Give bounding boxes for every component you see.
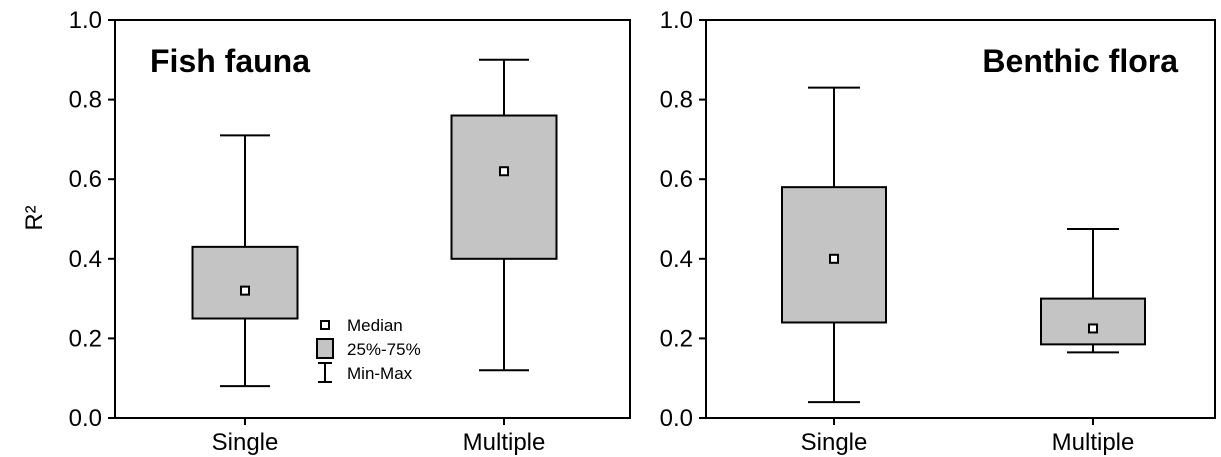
chart-panel-1: 0.0 0.2 0.4 0.6 0.8 1.0 Single Multiple Fish fau… <box>21 7 631 456</box>
y-tick-label: 0.0 <box>69 405 102 432</box>
box-multiple <box>1040 227 1146 354</box>
legend: Median 25%-75% Min-Max <box>316 316 421 383</box>
y-tick-label: 1.0 <box>660 7 693 34</box>
median-marker <box>829 253 839 264</box>
legend-median-symbol <box>320 320 330 330</box>
x-tick-label: Multiple <box>1052 429 1135 456</box>
y-tick-label: 0.4 <box>660 246 693 273</box>
plot-frame <box>114 19 631 419</box>
y-tick-label: 0.2 <box>660 325 693 352</box>
iqr-box <box>1040 297 1146 346</box>
x-tick-label: Single <box>801 429 868 456</box>
plot-frame <box>705 19 1216 419</box>
y-tick-label: 0.8 <box>660 87 693 114</box>
box-multiple <box>450 58 558 372</box>
legend-label: 25%-75% <box>347 340 421 359</box>
y-tick-label: 0.8 <box>69 87 102 114</box>
legend-box-symbol <box>316 338 334 359</box>
box-single <box>781 86 887 404</box>
y-tick-label: 1.0 <box>69 7 102 34</box>
legend-label: Min-Max <box>347 364 413 383</box>
y-axis-label: R² <box>21 205 48 230</box>
y-tick-label: 0.0 <box>660 405 693 432</box>
box-single <box>191 134 299 388</box>
y-tick-label: 0.6 <box>660 166 693 193</box>
panel-title: Fish fauna <box>150 43 310 79</box>
median-marker <box>1088 323 1098 334</box>
y-tick-label: 0.4 <box>69 246 102 273</box>
chart-panel-2: 0.0 0.2 0.4 0.6 0.8 1.0 Single Multiple Benthic … <box>660 7 1216 456</box>
median-marker <box>240 285 250 296</box>
panel-title: Benthic flora <box>982 43 1178 79</box>
y-tick-label: 0.2 <box>69 325 102 352</box>
median-marker <box>499 166 509 177</box>
x-tick-label: Multiple <box>463 429 546 456</box>
x-tick-label: Single <box>212 429 279 456</box>
iqr-box <box>450 114 558 260</box>
y-tick-label: 0.6 <box>69 166 102 193</box>
legend-label: Median <box>347 316 403 335</box>
iqr-box <box>191 245 299 320</box>
